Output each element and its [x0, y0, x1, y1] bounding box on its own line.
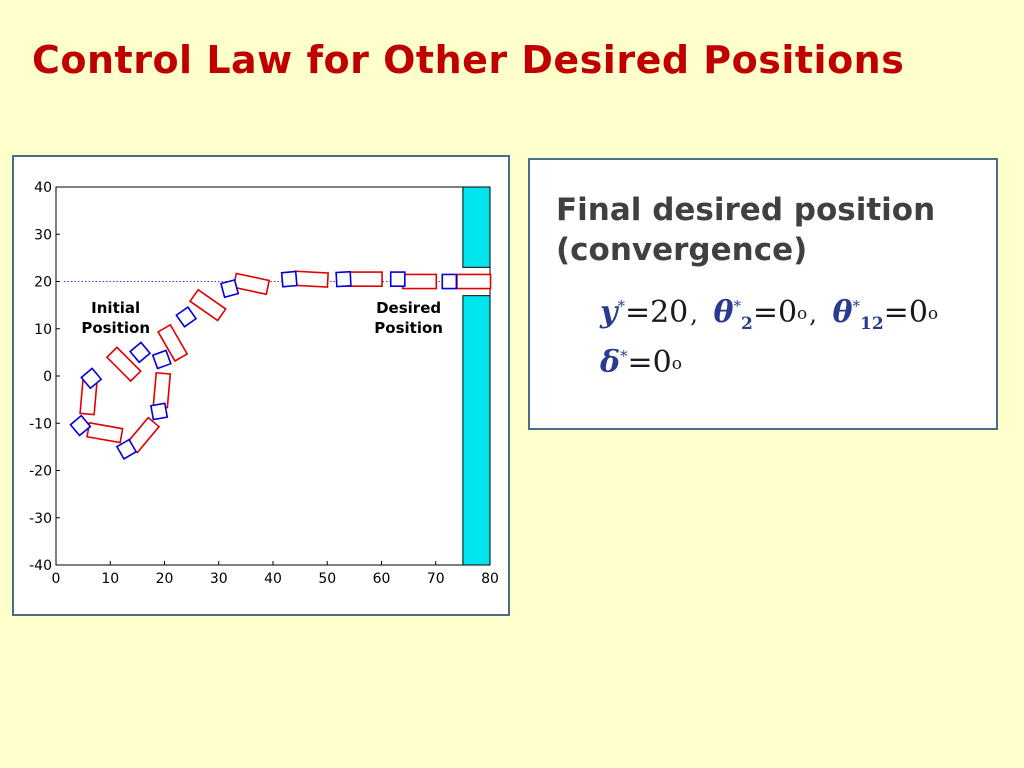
- y-tick-label: -10: [29, 416, 52, 432]
- trailer-rect: [456, 273, 492, 290]
- pose-11: [441, 273, 492, 290]
- y-tick-label: 20: [34, 275, 52, 291]
- trailer-rect: [157, 323, 189, 363]
- pose-4: [149, 371, 172, 421]
- heading-line-1: Final desired position: [556, 192, 936, 228]
- y-tick-label: 40: [34, 180, 52, 196]
- truck-rect: [69, 414, 92, 437]
- dock-lower: [462, 295, 491, 566]
- dock-upper: [462, 186, 491, 268]
- pose-1: [79, 367, 103, 416]
- trailer-rect: [188, 288, 227, 322]
- pose-0: [69, 414, 124, 444]
- x-tick-label: 50: [318, 571, 336, 587]
- eq-y: y*=20: [600, 295, 689, 330]
- pose-10: [389, 271, 438, 290]
- annotation-line1: Initial: [91, 299, 140, 317]
- pose-8: [280, 270, 329, 288]
- convergence-panel: Final desired position (convergence) y*=…: [528, 158, 998, 430]
- x-tick-label: 20: [156, 571, 174, 587]
- x-tick-label: 40: [264, 571, 282, 587]
- eq-delta: δ*=0o: [600, 345, 682, 380]
- trailer-rect: [401, 273, 438, 290]
- trailer-rect: [232, 272, 271, 296]
- x-tick-label: 60: [373, 571, 391, 587]
- heading-line-2: (convergence): [556, 232, 808, 268]
- pose-5: [151, 323, 189, 370]
- truck-rect: [151, 349, 172, 370]
- annotation-line2: Position: [374, 319, 443, 337]
- equation-row-1: y*=20, θ*2=0o, θ*12=0o: [600, 295, 939, 334]
- truck-rect: [115, 438, 138, 460]
- y-tick-label: 0: [43, 369, 52, 385]
- slide-title: Control Law for Other Desired Positions: [32, 38, 905, 82]
- y-tick-label: -40: [29, 558, 52, 574]
- trailer-rect: [152, 371, 172, 409]
- eq-theta12: θ*12=0o: [832, 295, 939, 334]
- truck-rect: [149, 402, 169, 421]
- truck-rect: [441, 273, 458, 290]
- y-tick-label: 30: [34, 227, 52, 243]
- truck-rect: [129, 341, 152, 364]
- truck-rect: [335, 270, 352, 288]
- x-tick-label: 80: [481, 571, 499, 587]
- x-tick-label: 0: [52, 571, 61, 587]
- trailer-rect: [292, 270, 329, 288]
- y-tick-label: -30: [29, 511, 52, 527]
- truck-rect: [219, 278, 240, 299]
- y-tick-label: -20: [29, 464, 52, 480]
- truck-rect: [175, 306, 198, 328]
- plot-axes-box: [55, 186, 491, 566]
- pose-7: [219, 272, 271, 299]
- pose-3: [105, 341, 152, 383]
- x-tick-label: 70: [427, 571, 445, 587]
- annotation-line2: Position: [81, 319, 150, 337]
- truck-rect: [389, 271, 406, 287]
- pose-2: [115, 416, 161, 460]
- y-tick-label: 10: [34, 322, 52, 338]
- truck-rect: [280, 270, 298, 288]
- trailer-rect: [105, 346, 142, 383]
- pose-6: [175, 288, 227, 328]
- trailer-rect: [86, 421, 124, 444]
- x-tick-label: 30: [210, 571, 228, 587]
- plot-panel: 0 10 20 30 40 50 60 70 80 40 30 20 10 0 -10 -20 -30 -40 I…: [12, 155, 510, 616]
- annotation-line1: Desired: [376, 299, 441, 317]
- truck-rect: [80, 367, 103, 390]
- pose-9: [335, 270, 383, 288]
- convergence-heading: Final desired position (convergence): [556, 190, 986, 270]
- trailer-rect: [347, 271, 383, 287]
- eq-theta2: θ*2=0o: [713, 295, 808, 334]
- trajectory-plot: 0 10 20 30 40 50 60 70 80 40 30 20 10 0 -10 -20 -30 -40 I…: [29, 180, 499, 587]
- equation-row-2: δ*=0o: [600, 345, 682, 380]
- x-tick-label: 10: [101, 571, 119, 587]
